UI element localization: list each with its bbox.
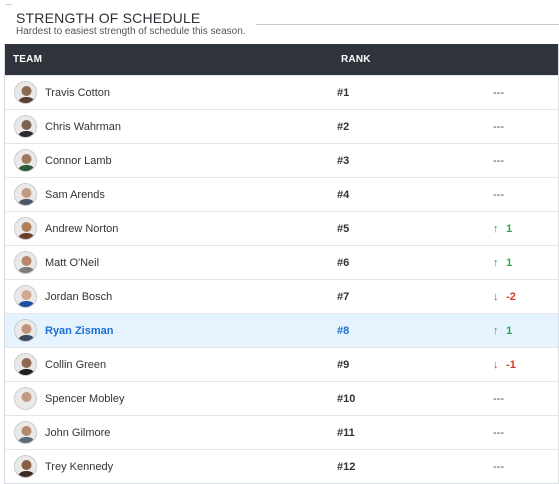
arrow-up-icon: ↑ xyxy=(493,257,499,269)
table-row[interactable]: Chris Wahrman #2 --- xyxy=(5,109,558,143)
rank-change-value: --- xyxy=(493,393,504,405)
rank-change: --- xyxy=(493,87,533,99)
rank-change-value: 1 xyxy=(506,325,513,337)
rank-value: #7 xyxy=(337,291,350,303)
team-name-link[interactable]: Sam Arends xyxy=(45,189,105,201)
rank-change-value: --- xyxy=(493,461,504,473)
arrow-up-icon: ↑ xyxy=(493,325,499,337)
rank-change: --- xyxy=(493,461,533,473)
rank-change-value: --- xyxy=(493,87,504,99)
avatar[interactable] xyxy=(14,353,37,376)
rank-change: --- xyxy=(493,189,533,201)
avatar[interactable] xyxy=(14,149,37,172)
section-header: STRENGTH OF SCHEDULE Hardest to easiest … xyxy=(6,4,559,44)
table-body: Travis Cotton #1 --- Chris Wahrman #2 --- Conn… xyxy=(5,75,558,483)
rank-change-value: --- xyxy=(493,121,504,133)
rank-value: #11 xyxy=(337,427,355,439)
arrow-up-icon: ↑ xyxy=(493,223,499,235)
table-row[interactable]: Jordan Bosch #7 ↓ -2 xyxy=(5,279,558,313)
rank-change-value: --- xyxy=(493,189,504,201)
rank-value: #2 xyxy=(337,121,350,133)
team-name-link[interactable]: Jordan Bosch xyxy=(45,291,113,303)
arrow-down-icon: ↓ xyxy=(493,291,499,303)
table-row[interactable]: Travis Cotton #1 --- xyxy=(5,75,558,109)
team-name-link[interactable]: Collin Green xyxy=(45,359,107,371)
table-row[interactable]: Spencer Mobley #10 --- xyxy=(5,381,558,415)
avatar[interactable] xyxy=(14,217,37,240)
rank-change: ↑ 1 xyxy=(493,223,533,235)
rank-change-value: -2 xyxy=(506,291,516,303)
rank-value: #4 xyxy=(337,189,350,201)
column-header-team: TEAM xyxy=(13,54,43,65)
rank-value: #3 xyxy=(337,155,350,167)
table-row[interactable]: Collin Green #9 ↓ -1 xyxy=(5,347,558,381)
avatar[interactable] xyxy=(14,455,37,478)
title-divider-right xyxy=(256,24,559,25)
avatar[interactable] xyxy=(14,319,37,342)
rank-change-value: --- xyxy=(493,427,504,439)
strength-of-schedule-table: TEAM RANK Travis Cotton #1 --- Chris Wahrma… xyxy=(4,44,559,484)
rank-change-value: 1 xyxy=(506,223,513,235)
avatar[interactable] xyxy=(14,183,37,206)
rank-value: #12 xyxy=(337,461,356,473)
rank-value: #10 xyxy=(337,393,356,405)
rank-change: --- xyxy=(493,121,533,133)
rank-change: ↓ -1 xyxy=(493,359,533,371)
avatar[interactable] xyxy=(14,387,37,410)
rank-change: ↓ -2 xyxy=(493,291,533,303)
rank-change-value: 1 xyxy=(506,257,513,269)
rank-change-value: -1 xyxy=(506,359,516,371)
team-name-link[interactable]: Connor Lamb xyxy=(45,155,112,167)
table-row[interactable]: Ryan Zisman #8 ↑ 1 xyxy=(5,313,558,347)
team-name-link[interactable]: Spencer Mobley xyxy=(45,393,125,405)
avatar[interactable] xyxy=(14,81,37,104)
team-name-link[interactable]: Andrew Norton xyxy=(45,223,119,235)
team-name-link[interactable]: Travis Cotton xyxy=(45,87,111,99)
rank-change: ↑ 1 xyxy=(493,325,533,337)
team-name-link[interactable]: John Gilmore xyxy=(45,427,111,439)
avatar[interactable] xyxy=(14,285,37,308)
rank-value: #9 xyxy=(337,359,350,371)
avatar[interactable] xyxy=(14,115,37,138)
rank-change-value: --- xyxy=(493,155,504,167)
section-subtitle: Hardest to easiest strength of schedule … xyxy=(16,26,246,37)
rank-value: #1 xyxy=(337,87,350,99)
table-row[interactable]: Trey Kennedy #12 --- xyxy=(5,449,558,483)
rank-value: #6 xyxy=(337,257,350,269)
title-divider-left xyxy=(6,4,12,5)
rank-value: #8 xyxy=(337,325,350,337)
table-header: TEAM RANK xyxy=(5,44,558,75)
team-name-link[interactable]: Ryan Zisman xyxy=(45,325,114,337)
rank-change: --- xyxy=(493,155,533,167)
table-row[interactable]: Sam Arends #4 --- xyxy=(5,177,558,211)
arrow-down-icon: ↓ xyxy=(493,359,499,371)
column-header-rank: RANK xyxy=(341,54,371,65)
table-row[interactable]: Matt O'Neil #6 ↑ 1 xyxy=(5,245,558,279)
rank-change: --- xyxy=(493,393,533,405)
rank-change: ↑ 1 xyxy=(493,257,533,269)
team-name-link[interactable]: Matt O'Neil xyxy=(45,257,100,269)
table-row[interactable]: Connor Lamb #3 --- xyxy=(5,143,558,177)
team-name-link[interactable]: Trey Kennedy xyxy=(45,461,114,473)
team-name-link[interactable]: Chris Wahrman xyxy=(45,121,121,133)
avatar[interactable] xyxy=(14,251,37,274)
section-title: STRENGTH OF SCHEDULE xyxy=(16,10,201,26)
rank-change: --- xyxy=(493,427,533,439)
table-row[interactable]: Andrew Norton #5 ↑ 1 xyxy=(5,211,558,245)
avatar[interactable] xyxy=(14,421,37,444)
table-row[interactable]: John Gilmore #11 --- xyxy=(5,415,558,449)
rank-value: #5 xyxy=(337,223,350,235)
